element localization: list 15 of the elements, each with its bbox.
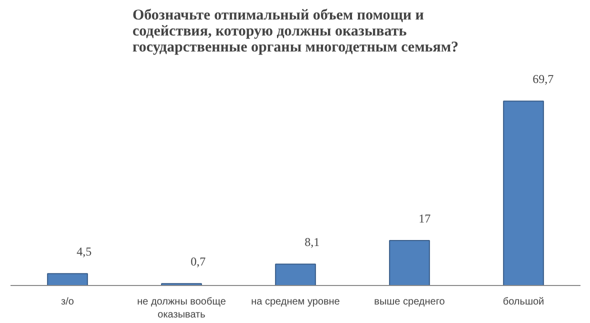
x-tick-label: з/о [61, 296, 74, 308]
x-tick-label: большой [502, 296, 544, 308]
data-label: 17 [418, 212, 431, 226]
x-tick-label: не должны вообще оказывать [137, 296, 226, 321]
data-label: 8,1 [304, 235, 320, 250]
bar [389, 240, 430, 286]
bar [503, 100, 544, 286]
chart-title: Обозначьте отпимальный объем помощи и содействия, которую должны оказывать государственные органы многодетным семьям? [132, 8, 459, 56]
bar [275, 264, 316, 286]
data-label: 0,7 [190, 254, 206, 269]
data-label: 69,7 [532, 72, 554, 86]
x-tick-label: на среднем уровне [251, 296, 340, 308]
bar [47, 273, 88, 286]
x-tick-label: выше среднего [374, 296, 446, 308]
data-label: 4,5 [76, 244, 92, 259]
